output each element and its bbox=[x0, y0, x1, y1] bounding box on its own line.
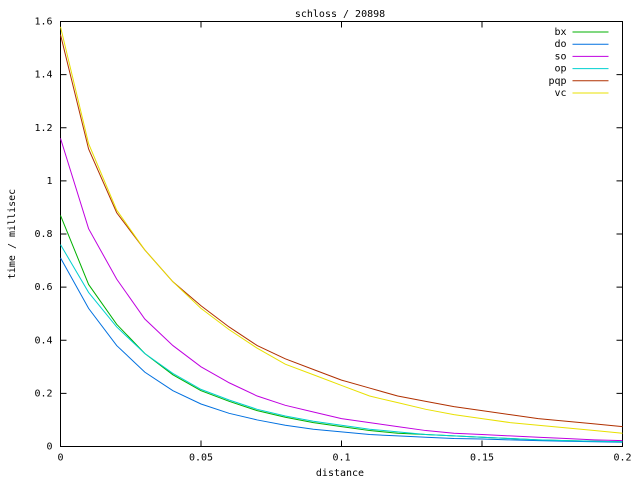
y-tick-label: 1 bbox=[46, 176, 52, 187]
x-tick-label: 0.15 bbox=[470, 453, 494, 464]
chart-title: schloss / 20898 bbox=[295, 9, 385, 20]
x-tick-label: 0.1 bbox=[332, 453, 350, 464]
legend-label: pqp bbox=[548, 76, 566, 87]
x-tick-label: 0 bbox=[57, 453, 63, 464]
y-axis-label: time / millisec bbox=[7, 189, 18, 279]
y-tick-label: 0.6 bbox=[34, 282, 52, 293]
y-tick-label: 1.2 bbox=[34, 123, 52, 134]
legend-label: do bbox=[554, 39, 566, 50]
data-line bbox=[60, 244, 623, 443]
data-line bbox=[60, 26, 623, 434]
legend-label: vc bbox=[554, 88, 566, 99]
legend-label: so bbox=[554, 51, 566, 62]
legend-label: bx bbox=[554, 27, 566, 38]
legend-label: op bbox=[554, 64, 566, 75]
x-tick-label: 0.2 bbox=[613, 453, 631, 464]
y-tick-label: 1.6 bbox=[34, 17, 52, 28]
y-tick-label: 0.8 bbox=[34, 229, 52, 240]
y-tick-label: 1.4 bbox=[34, 70, 52, 81]
y-tick-label: 0.4 bbox=[34, 335, 52, 346]
x-tick-label: 0.05 bbox=[189, 453, 213, 464]
y-tick-label: 0 bbox=[46, 442, 52, 453]
y-tick-label: 0.2 bbox=[34, 388, 52, 399]
data-line bbox=[60, 257, 623, 443]
data-line bbox=[60, 138, 623, 442]
x-axis-label: distance bbox=[316, 468, 364, 479]
